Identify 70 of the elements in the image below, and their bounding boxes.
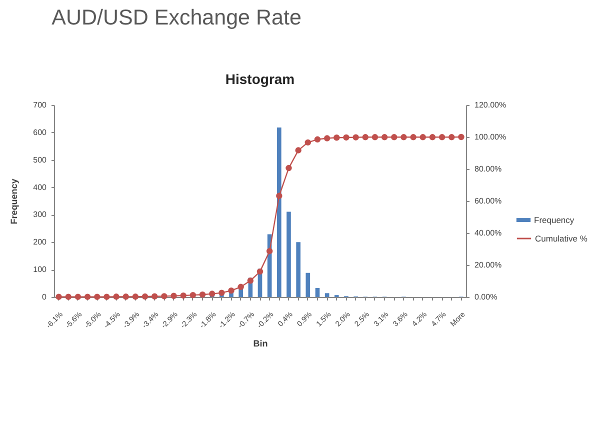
point [113, 294, 120, 300]
y-tick-label: 300 [33, 210, 48, 220]
point [352, 134, 359, 140]
y2-tick-label: 20.00% [474, 260, 502, 270]
bar [286, 212, 291, 297]
point [391, 134, 398, 140]
point [56, 294, 62, 300]
point [238, 284, 244, 290]
point [314, 136, 321, 143]
point [94, 294, 100, 300]
chart-subtitle: Histogram [225, 71, 295, 87]
y2-tick-label: 80.00% [474, 164, 502, 174]
bar [324, 293, 330, 297]
y-tick-label: 700 [33, 100, 48, 110]
y-tick-label: 600 [33, 128, 48, 137]
point [84, 294, 91, 300]
y-tick-label: 400 [33, 182, 48, 192]
point [448, 134, 455, 140]
point [343, 134, 350, 141]
point [190, 292, 196, 298]
y-tick-label: 200 [33, 238, 48, 247]
point [400, 134, 407, 140]
y2-tick-label: 0.00% [474, 292, 498, 302]
point [180, 292, 186, 299]
y-tick-label: 0 [42, 292, 48, 302]
point [286, 164, 292, 172]
point [74, 294, 82, 300]
y-tick-label: 100 [33, 265, 48, 274]
point [142, 293, 148, 300]
point [429, 134, 436, 140]
point [65, 294, 72, 300]
y2-tick-label: 120.00% [474, 100, 506, 110]
point [170, 292, 177, 299]
point [122, 294, 129, 300]
point [218, 290, 225, 296]
point [228, 287, 234, 294]
point [104, 294, 110, 300]
y2-tick-label: 40.00% [474, 228, 502, 238]
point [410, 134, 416, 140]
y-axis-title: Frequency [9, 178, 20, 224]
y2-tick-label: 60.00% [474, 196, 502, 206]
bar [306, 272, 310, 297]
point [324, 135, 330, 142]
point [295, 147, 302, 154]
point [151, 293, 158, 300]
bar [315, 288, 320, 297]
point [362, 134, 369, 140]
point [266, 248, 273, 254]
point [458, 134, 464, 140]
legend-label: Cumulative % [535, 234, 588, 244]
y2-tick-label: 100.00% [474, 132, 506, 142]
y-tick-label: 500 [33, 155, 48, 164]
legend-label: Frequency [534, 215, 575, 226]
bar [296, 242, 300, 297]
chart-title: AUD/USD Exchange Rate [52, 6, 302, 30]
bar [277, 127, 282, 297]
point [334, 134, 340, 141]
point [276, 192, 282, 199]
point [438, 134, 446, 140]
point [161, 293, 168, 300]
point [132, 294, 139, 300]
point [256, 268, 264, 275]
point [199, 291, 206, 298]
x-axis-title: Bin [253, 338, 268, 349]
point [372, 134, 378, 140]
point [381, 134, 388, 140]
point [420, 134, 426, 140]
point [304, 139, 312, 146]
point [247, 278, 254, 284]
point [208, 290, 216, 297]
